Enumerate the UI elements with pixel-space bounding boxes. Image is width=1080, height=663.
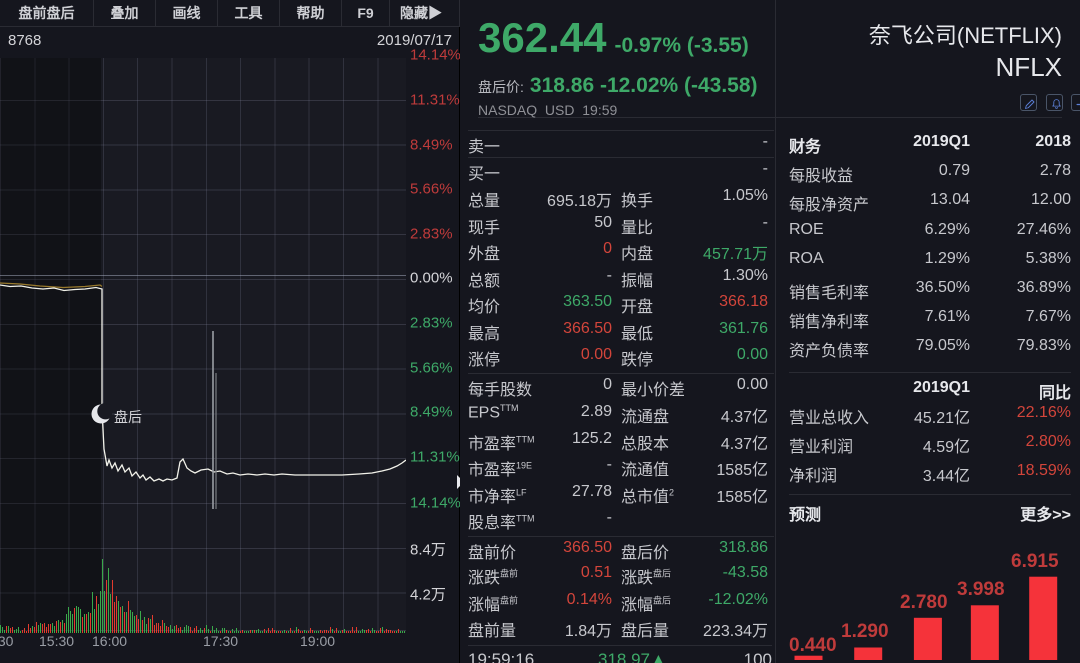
svg-text:1.290: 1.290 [841,621,889,642]
svg-text:6.915: 6.915 [1011,551,1059,572]
svg-text:3.998: 3.998 [957,579,1005,600]
svg-text:2.780: 2.780 [900,592,948,613]
svg-text:0.440: 0.440 [789,635,837,656]
